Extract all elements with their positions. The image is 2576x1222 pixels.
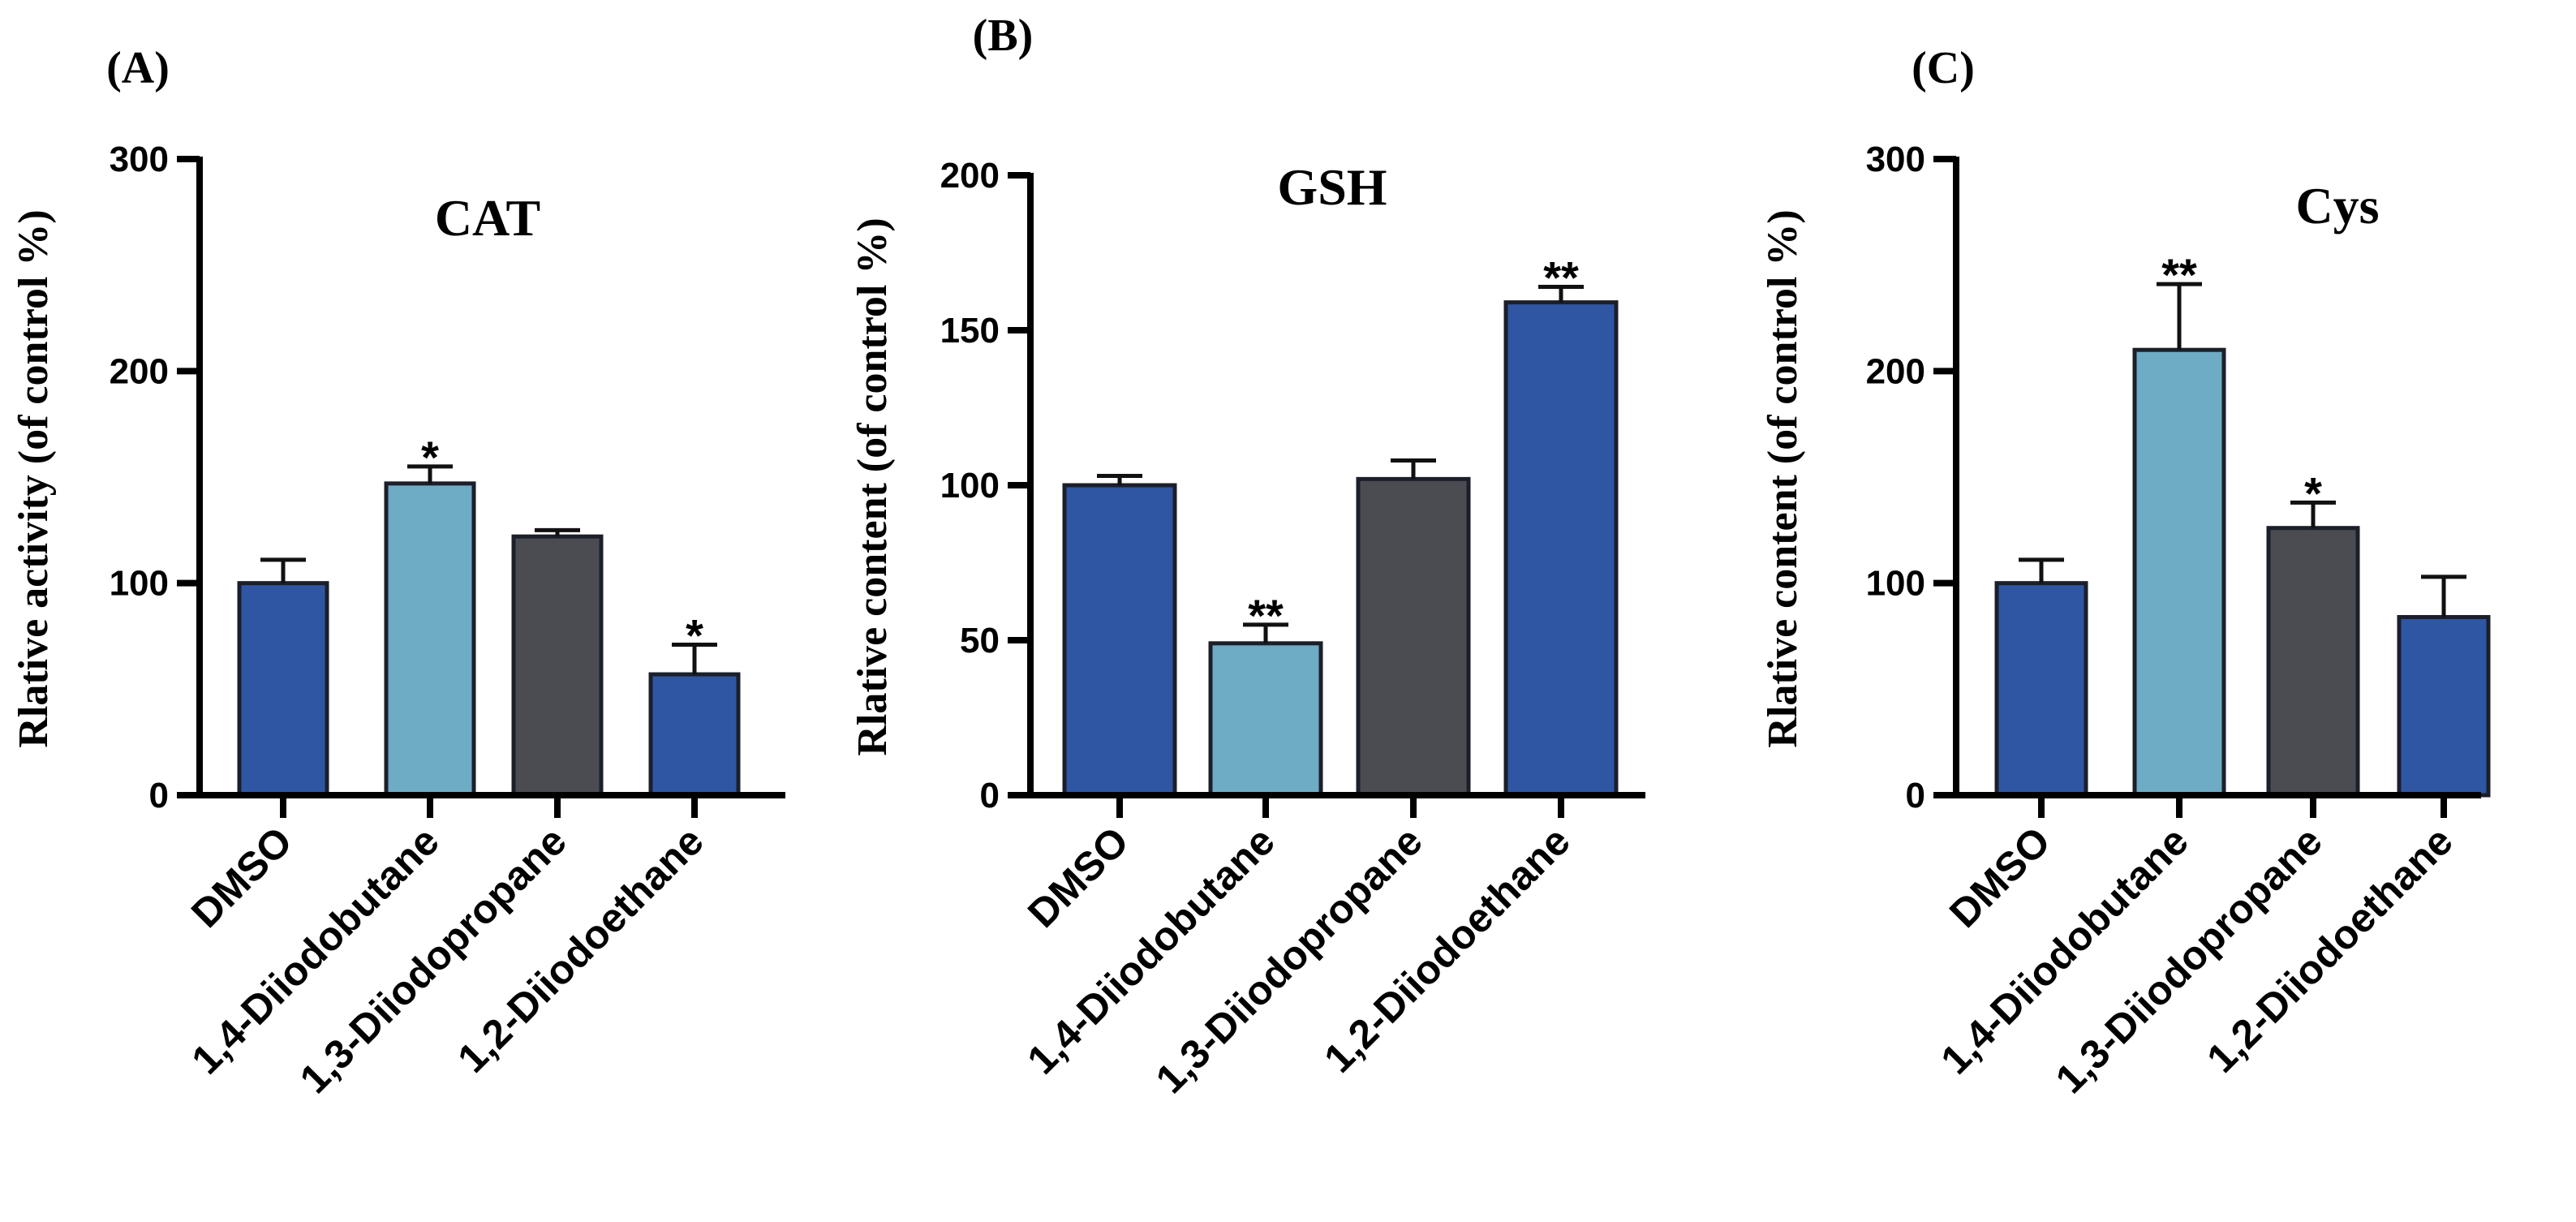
significance-marker: ** bbox=[2161, 249, 2197, 300]
x-tick-label: 1,2-Diiodoethane bbox=[1315, 818, 1578, 1081]
x-tick-label: 1,4-Diiodobutane bbox=[1932, 818, 2196, 1082]
y-tick-label: 300 bbox=[1866, 140, 1925, 179]
y-tick-label: 200 bbox=[940, 156, 1000, 196]
bar bbox=[2397, 614, 2491, 798]
bar bbox=[1062, 483, 1177, 798]
bar bbox=[1208, 641, 1323, 798]
chart-panel-a: (A) CAT Rlative activity (of control %) * * 0… bbox=[11, 43, 785, 1102]
y-tick-label: 0 bbox=[149, 776, 169, 815]
bar bbox=[648, 672, 741, 798]
y-tick-label: 100 bbox=[110, 564, 169, 604]
chart-title: Cys bbox=[2295, 177, 2379, 235]
x-tick-label: 1,4-Diiodobutane bbox=[183, 818, 447, 1082]
chart-title: GSH bbox=[1277, 158, 1387, 216]
bar bbox=[2266, 526, 2360, 798]
y-tick-label: 300 bbox=[110, 140, 169, 179]
bar bbox=[2132, 347, 2226, 798]
y-axis-label: Rlative content (of control %) bbox=[1760, 209, 1806, 747]
y-axis-label: Rlative activity (of control %) bbox=[11, 209, 57, 747]
x-tick-label: 1,3-Diiodopropane bbox=[1147, 818, 1431, 1102]
x-tick-label: 1,2-Diiodoethane bbox=[2198, 818, 2461, 1081]
x-tick-label: 1,2-Diiodoethane bbox=[449, 818, 712, 1081]
x-tick-label: DMSO bbox=[183, 818, 301, 936]
panel-letter: (B) bbox=[973, 11, 1034, 61]
x-tick-label: 1,4-Diiodobutane bbox=[1018, 818, 1283, 1082]
bar bbox=[1356, 476, 1471, 798]
significance-marker: * bbox=[686, 609, 703, 660]
bar bbox=[511, 534, 604, 798]
bar bbox=[1994, 581, 2088, 798]
significance-marker: * bbox=[421, 432, 439, 483]
y-tick-label: 0 bbox=[980, 776, 1000, 815]
y-tick-label: 100 bbox=[1866, 564, 1925, 604]
x-tick-label: DMSO bbox=[1941, 818, 2059, 936]
y-tick-label: 0 bbox=[1906, 776, 1925, 815]
y-tick-label: 100 bbox=[940, 466, 1000, 506]
y-tick-label: 150 bbox=[940, 311, 1000, 351]
y-tick-label: 200 bbox=[110, 351, 169, 391]
bar bbox=[384, 481, 476, 798]
significance-marker: ** bbox=[1543, 252, 1579, 303]
y-tick-label: 200 bbox=[1866, 351, 1925, 391]
x-tick-label: DMSO bbox=[1019, 818, 1137, 936]
y-axis-label: Rlative content (of control %) bbox=[849, 217, 896, 755]
bar bbox=[237, 581, 329, 798]
chart-title: CAT bbox=[435, 189, 540, 247]
panel-letter: (A) bbox=[106, 43, 170, 93]
chart-panel-b: (B) GSH Rlative content (of control %) ** **… bbox=[849, 11, 1645, 1102]
significance-marker: * bbox=[2304, 467, 2322, 518]
panel-letter: (C) bbox=[1912, 43, 1975, 93]
y-tick-label: 50 bbox=[960, 621, 1000, 660]
bar bbox=[1503, 300, 1619, 798]
significance-marker: ** bbox=[1248, 590, 1284, 641]
